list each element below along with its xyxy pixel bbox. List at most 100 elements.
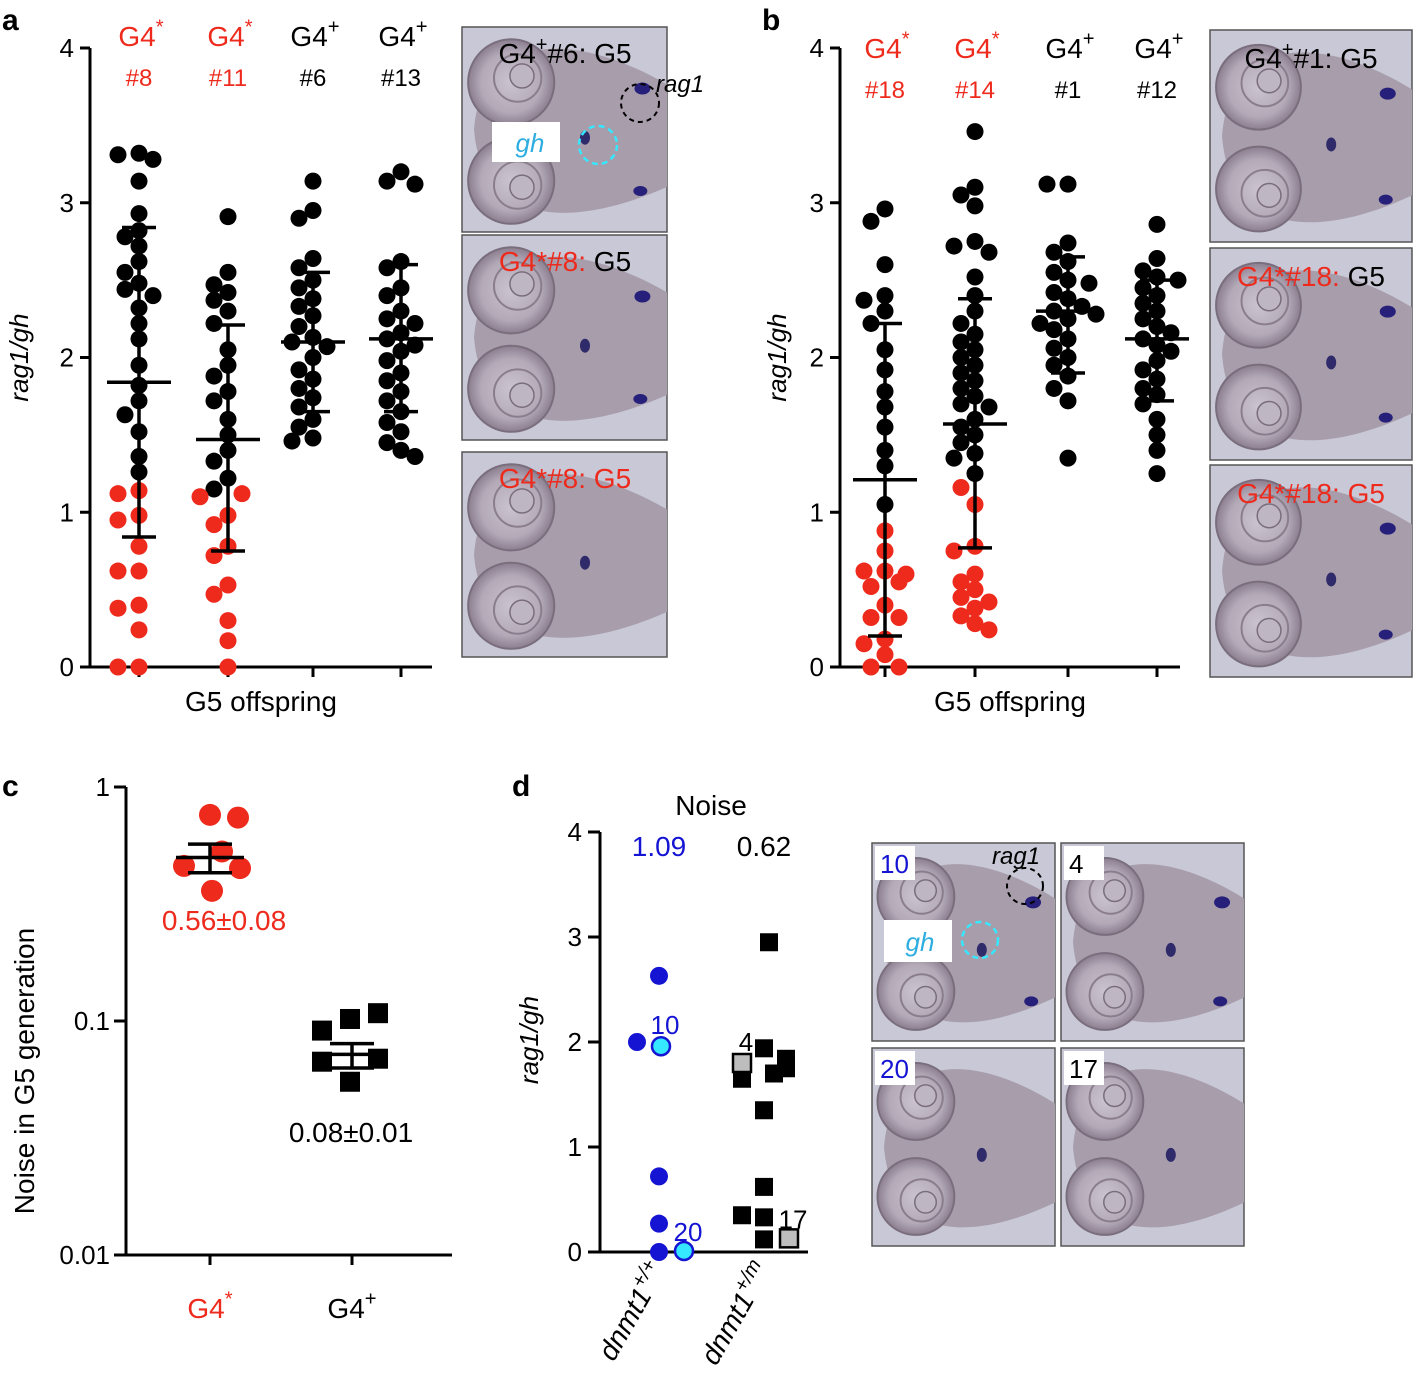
data-point (1134, 294, 1152, 312)
y-tick-label: 2 (568, 1027, 582, 1057)
data-point (205, 291, 223, 309)
data-point (1148, 426, 1166, 444)
data-point (876, 287, 894, 305)
data-point (130, 621, 148, 639)
larva-image-b3-pupil (1256, 503, 1282, 529)
data-point (1059, 392, 1077, 410)
data-point (1059, 234, 1077, 252)
image-label-b2-part: G5 (1340, 261, 1385, 292)
group-header-1: G4* (207, 16, 252, 52)
larva-image-b1: G4+#1: G5 (1209, 29, 1413, 243)
data-point (1038, 175, 1056, 193)
y-tick-label: 4 (568, 817, 582, 847)
data-point (1148, 465, 1166, 483)
data-point (966, 615, 984, 633)
x-tick-label-0: G4* (187, 1288, 232, 1324)
larva-image-b3-rag1-stain (1379, 522, 1396, 535)
data-point (130, 144, 148, 162)
group-number-1: #11 (209, 65, 247, 92)
data-point (952, 186, 970, 204)
data-point (340, 1071, 360, 1092)
y-tick-label: 1 (810, 497, 824, 527)
y-axis-label: Noise in G5 generation (9, 928, 40, 1214)
image-number-bg (1064, 846, 1104, 880)
y-tick-label: 3 (568, 922, 582, 952)
data-point (755, 1177, 773, 1196)
larva-image-d1-lens (899, 973, 944, 1018)
data-point (1148, 441, 1166, 459)
x-axis-label: G5 offspring (185, 686, 337, 717)
image-label-b3-part: G4*#18: G5 (1237, 478, 1385, 509)
larva-image-b1-pupil (1256, 68, 1282, 94)
data-point (392, 163, 410, 181)
data-point (945, 542, 963, 560)
data-point (733, 1069, 751, 1088)
larva-image-d1-lens (899, 870, 944, 915)
larva-image-a2-rag1-stain (633, 394, 648, 404)
data-point (109, 146, 127, 164)
y-tick-label: 3 (810, 188, 824, 218)
data-point (966, 565, 984, 583)
data-point (1134, 262, 1152, 280)
larva-image-a3-lens (492, 585, 543, 635)
data-point (378, 392, 396, 410)
image-label-a1: G4+#6: G5 (498, 34, 631, 69)
data-point (290, 209, 308, 227)
group-header-2-sup: + (328, 16, 340, 38)
larva-image-d2: 4 (1060, 842, 1245, 1042)
group-header-0-base: G4 (864, 33, 901, 64)
data-point (890, 573, 908, 591)
larva-image-d1-pupil (914, 985, 938, 1009)
data-point (952, 588, 970, 606)
larva-image-d4-lens (1088, 1178, 1133, 1223)
x-tick-label-name: dnmt1 (592, 1283, 658, 1366)
data-point (1059, 175, 1077, 193)
data-point (191, 488, 209, 506)
group-header-3-sup: + (416, 16, 428, 38)
data-point (777, 1059, 795, 1078)
data-point (1045, 284, 1063, 302)
y-axis-label: rag1/gh (4, 313, 34, 401)
data-point (116, 263, 134, 281)
data-point (290, 379, 308, 397)
data-point (290, 279, 308, 297)
larva-image-a3: G4*#8: G5 (461, 451, 668, 658)
x-axis-label: G5 offspring (934, 686, 1086, 717)
larva-image-d2-lens (1088, 870, 1133, 915)
data-point (219, 284, 237, 302)
data-point (1162, 324, 1180, 342)
data-point (1134, 310, 1152, 328)
image-label-b3: G4*#18: G5 (1237, 478, 1385, 509)
data-point (219, 302, 237, 320)
data-point (340, 1008, 360, 1029)
group-header-3: G4+ (1134, 28, 1183, 64)
data-point (219, 658, 237, 676)
image-label-b1-part: + (1282, 39, 1294, 61)
larva-image-a1-rag1-stain (634, 82, 651, 95)
larva-image-a1-lens (492, 53, 543, 103)
gh-label-bg (884, 920, 952, 962)
larva-image-d2-lens (1088, 973, 1133, 1018)
group-number-1: #14 (955, 77, 995, 104)
data-point (966, 268, 984, 286)
rag1-annotation: rag1 (656, 71, 704, 98)
data-point (205, 516, 223, 534)
rag1-annotation: rag1 (992, 843, 1040, 870)
larva-image-d4-lens (1088, 1075, 1133, 1120)
data-point (1087, 305, 1105, 323)
larva-image-b3-lens (1240, 493, 1290, 543)
data-point (378, 287, 396, 305)
larva-image-d2-rag1-stain (1213, 996, 1228, 1007)
data-point (1148, 215, 1166, 233)
data-point (980, 593, 998, 611)
data-point (952, 364, 970, 382)
data-point (1080, 274, 1098, 292)
y-tick-label: 1 (568, 1132, 582, 1162)
data-point (304, 249, 322, 267)
highlight-label: 4 (739, 1027, 753, 1057)
x-tick-label-1: G4+ (327, 1288, 376, 1324)
group-header-3-sup: + (1172, 28, 1184, 50)
data-point (109, 599, 127, 617)
larva-image-b3-lens (1240, 603, 1290, 653)
